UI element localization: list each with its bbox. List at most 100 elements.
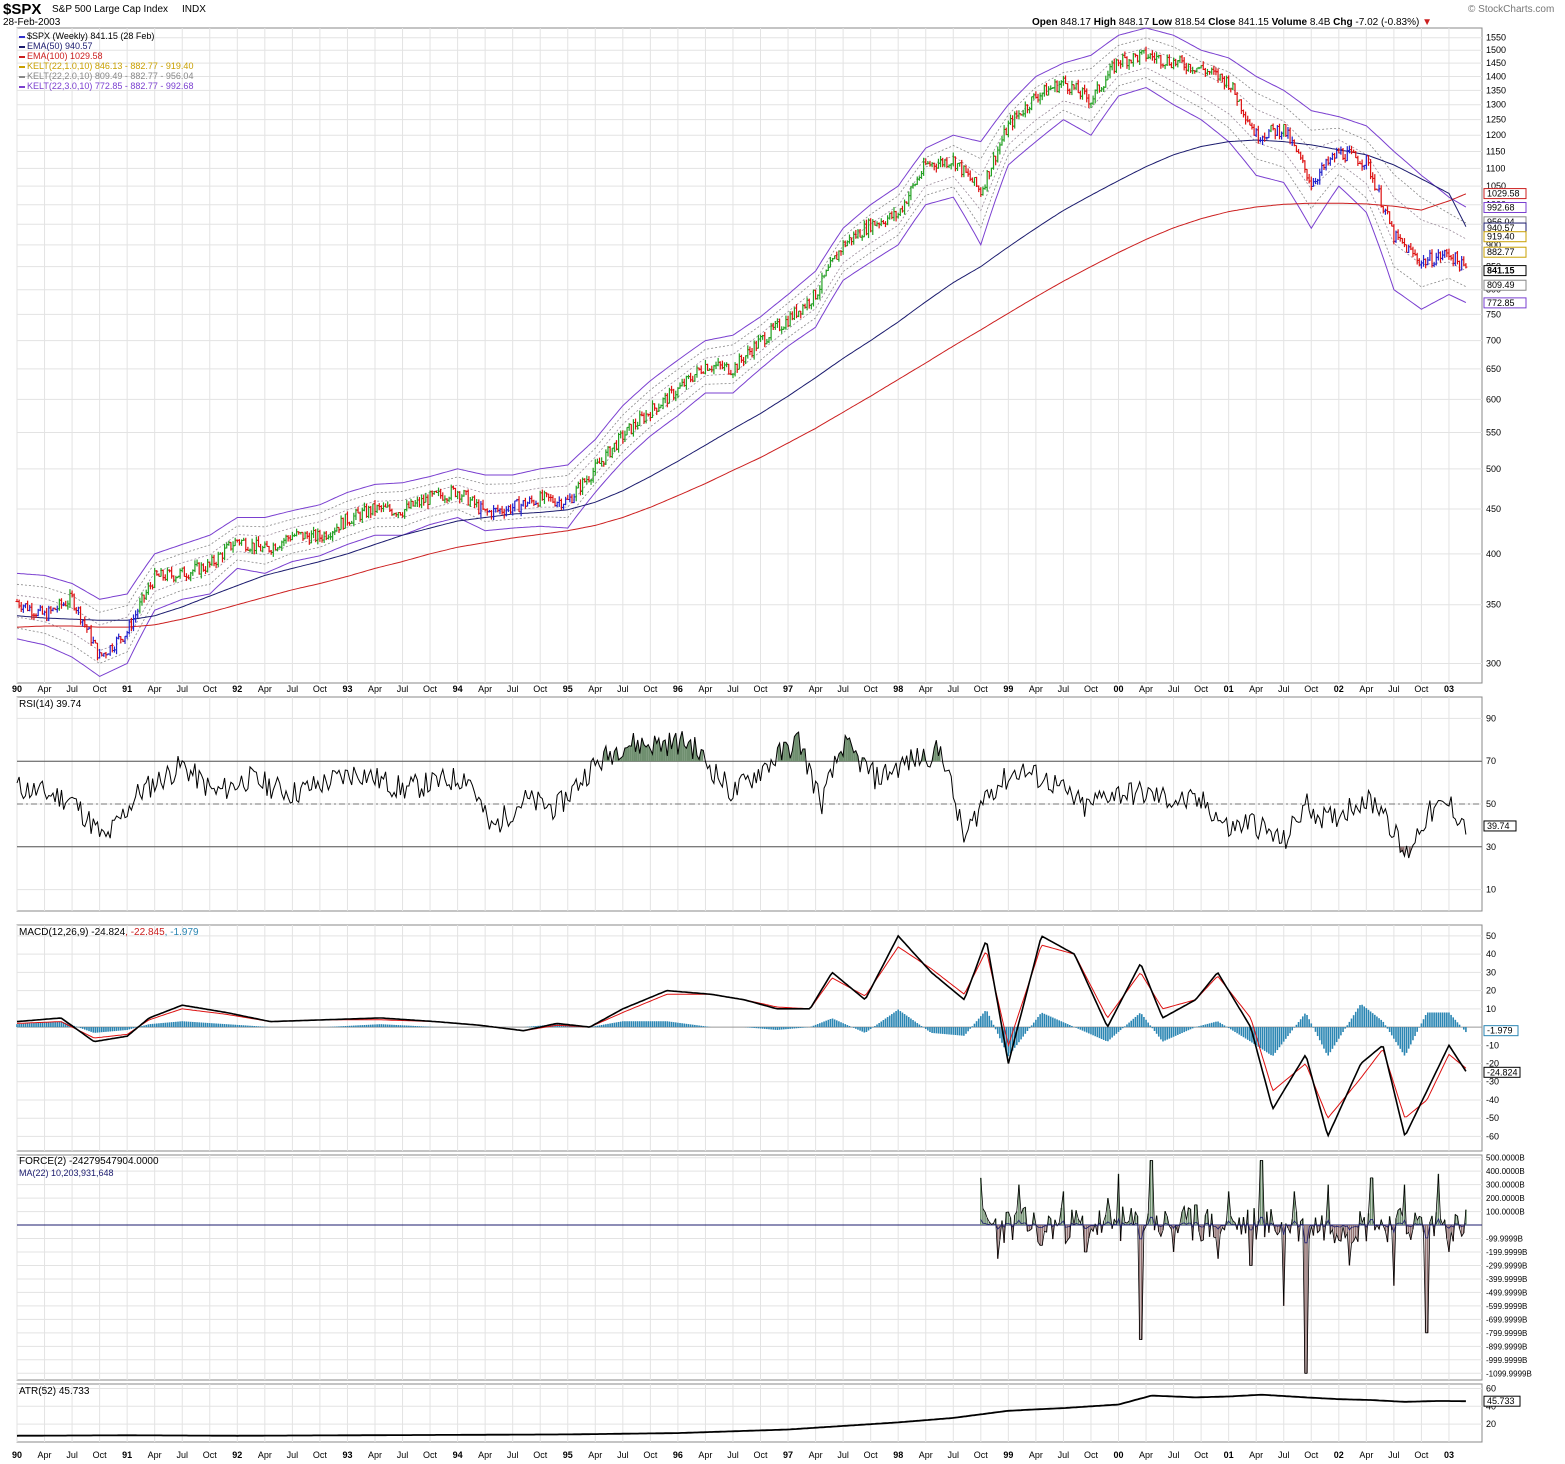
macd-signal-label: , -22.845 (125, 927, 165, 938)
price-value-tag-text: 940.57 (1487, 223, 1515, 233)
y-tick-label: 70 (1486, 756, 1496, 766)
x-tick-label: Apr (258, 1450, 272, 1460)
y-tick-label: 350 (1486, 600, 1501, 610)
x-tick-label: Jul (176, 684, 188, 694)
y-tick-label: -50 (1486, 1113, 1499, 1123)
y-tick-label: 650 (1486, 364, 1501, 374)
x-tick-label: 00 (1113, 1450, 1123, 1460)
x-tick-label: Jul (727, 1450, 739, 1460)
price-value-tag (1483, 231, 1527, 243)
x-tick-label: Apr (1359, 1450, 1373, 1460)
x-tick-label: Apr (1139, 1450, 1153, 1460)
x-tick-label: Oct (1084, 684, 1099, 694)
legend-ema50: EMA(50) 940.57 (19, 41, 193, 51)
x-tick-label: 94 (453, 1450, 463, 1460)
rsi-overbought-fill (794, 733, 797, 762)
rsi-overbought-fill (673, 733, 676, 762)
x-tick-label: Oct (754, 684, 769, 694)
open-label: Open (1032, 17, 1058, 28)
close-value: 841.15 (1238, 17, 1269, 28)
rsi-overbought-fill (631, 733, 634, 762)
price-value-tag-text: 841.15 (1487, 266, 1515, 276)
y-tick-label: 20 (1486, 986, 1496, 996)
low-value: 818.54 (1174, 17, 1206, 28)
x-tick-label: Apr (1249, 1450, 1263, 1460)
price-value-tag-text: 919.40 (1487, 232, 1515, 242)
atr-value-tag-text: 45.733 (1487, 1396, 1515, 1406)
legend-kelt3: KELT(22,3.0,10) 772.85 - 882.77 - 992.68 (19, 81, 193, 91)
x-tick-label: Apr (1139, 684, 1153, 694)
x-tick-label: Apr (148, 684, 162, 694)
y-tick-label: -99.9999B (1486, 1235, 1523, 1244)
rsi-overbought-fill (783, 742, 786, 762)
x-tick-label: Apr (919, 684, 933, 694)
legend-swatch (19, 75, 25, 78)
x-tick-label: Apr (588, 684, 602, 694)
x-tick-label: 01 (1224, 1450, 1234, 1460)
rsi-overbought-fill (646, 744, 649, 762)
y-tick-label: -30 (1486, 1077, 1499, 1087)
x-tick-label: Oct (1304, 684, 1319, 694)
chart-exchange: INDX (182, 4, 206, 15)
y-tick-label: 900 (1486, 240, 1501, 250)
x-tick-label: Apr (478, 1450, 492, 1460)
x-tick-label: 02 (1334, 1450, 1344, 1460)
x-tick-label: Oct (1414, 684, 1429, 694)
rsi-overbought-fill (663, 739, 666, 762)
macd-label: MACD(12,26,9) -24.824 (19, 927, 126, 938)
x-tick-label: Jul (617, 684, 629, 694)
x-tick-label: Jul (66, 1450, 78, 1460)
keltner-3-lower-line (16, 86, 1467, 677)
x-tick-label: Oct (313, 1450, 328, 1460)
y-tick-label: 200.0000B (1486, 1194, 1525, 1203)
y-tick-label: 1050 (1486, 181, 1506, 191)
force-line (980, 1160, 1467, 1374)
x-tick-label: Jul (1278, 1450, 1290, 1460)
x-tick-label: Oct (1194, 684, 1209, 694)
ema50-line (16, 139, 1467, 621)
x-tick-label: Jul (1058, 684, 1070, 694)
x-tick-label: Jul (837, 684, 849, 694)
x-tick-label: Jul (507, 684, 519, 694)
legend-swatch (19, 65, 25, 68)
macd-value-tag-text: -24.824 (1487, 1067, 1518, 1077)
x-tick-label: Apr (588, 1450, 602, 1460)
x-tick-label: 93 (342, 1450, 352, 1460)
y-tick-label: 1550 (1486, 33, 1506, 43)
ohlc-readout: Open 848.17 High 848.17 Low 818.54 Close… (1032, 17, 1432, 28)
y-tick-label: 400 (1486, 549, 1501, 559)
x-tick-label: Oct (93, 1450, 108, 1460)
x-tick-label: 97 (783, 684, 793, 694)
legend-price: $SPX (Weekly) 841.15 (28 Feb) (19, 31, 193, 41)
x-tick-label: Apr (1029, 1450, 1043, 1460)
atr-line (16, 1393, 1466, 1437)
x-tick-label: 93 (342, 684, 352, 694)
x-tick-label: Jul (617, 1450, 629, 1460)
x-tick-label: 03 (1444, 1450, 1454, 1460)
y-tick-label: 50 (1486, 931, 1496, 941)
ema100-line (17, 193, 1467, 628)
y-tick-label: 30 (1486, 842, 1496, 852)
panel-frame-macd (16, 924, 1483, 1152)
price-value-tag (1483, 201, 1527, 213)
price-value-tag (1483, 265, 1527, 277)
x-tick-label: Oct (974, 684, 989, 694)
x-tick-label: 92 (232, 684, 242, 694)
x-tick-label: Apr (368, 1450, 382, 1460)
macd-hist-value-tag (1483, 1025, 1519, 1037)
x-tick-label: Oct (864, 684, 879, 694)
macd-hist-label: , -1.979 (164, 927, 199, 938)
x-tick-label: 99 (1003, 684, 1013, 694)
x-tick-label: Oct (533, 684, 548, 694)
x-tick-label: 95 (563, 1450, 573, 1460)
x-tick-label: 90 (12, 1450, 22, 1460)
y-tick-label: -899.9999B (1486, 1342, 1527, 1351)
x-tick-label: Oct (423, 684, 438, 694)
x-tick-label: Apr (368, 684, 382, 694)
x-tick-label: Oct (203, 1450, 218, 1460)
y-tick-label: 1500 (1486, 45, 1506, 55)
x-tick-label: Oct (1194, 1450, 1209, 1460)
y-tick-label: 90 (1486, 713, 1496, 723)
y-tick-label: 50 (1486, 799, 1496, 809)
